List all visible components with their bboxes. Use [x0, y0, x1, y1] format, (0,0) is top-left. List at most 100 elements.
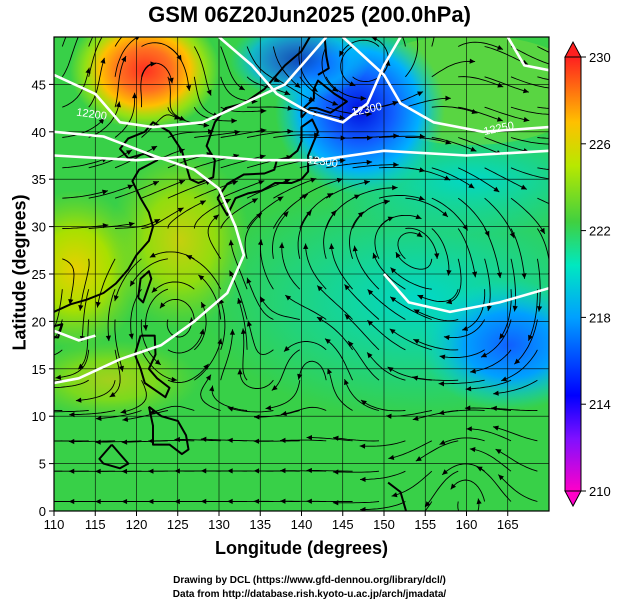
streamline-arrow — [148, 468, 154, 474]
streamline-arrow — [159, 302, 166, 309]
streamline-arrow — [168, 77, 174, 84]
streamline-arrow — [280, 468, 286, 474]
streamline — [299, 178, 343, 199]
streamline — [397, 232, 423, 260]
streamline-arrow — [205, 374, 211, 381]
streamline — [431, 197, 468, 231]
streamline — [285, 294, 327, 320]
streamline-arrow — [391, 492, 398, 498]
y-tick-label: 35 — [32, 172, 46, 187]
streamline — [198, 274, 222, 320]
streamline-arrow — [227, 468, 233, 474]
streamline-arrow — [77, 29, 82, 35]
streamline — [271, 349, 301, 391]
streamline — [352, 164, 399, 169]
streamline-arrow — [113, 295, 119, 302]
streamline-arrow — [450, 483, 457, 490]
streamline-arrow — [443, 334, 450, 341]
streamline — [405, 197, 449, 218]
streamline-arrow — [151, 286, 158, 293]
streamline-arrow — [367, 352, 373, 359]
streamline — [389, 328, 432, 351]
x-axis-ticks: 110 115 120 125 130 135 140 145 150 155 160 165 — [44, 511, 519, 532]
streamline-arrow — [392, 185, 398, 191]
streamline — [484, 258, 491, 312]
streamline — [130, 288, 142, 340]
streamline-arrow — [42, 438, 47, 443]
streamline-arrow — [491, 405, 497, 411]
streamline — [367, 319, 406, 351]
streamline — [122, 410, 168, 421]
streamline-arrow — [550, 86, 556, 91]
streamline — [55, 349, 90, 379]
streamline-arrow — [148, 498, 154, 505]
streamline — [174, 439, 221, 442]
streamline-arrow — [285, 295, 292, 301]
streamline — [413, 309, 459, 322]
streamline — [360, 470, 406, 480]
y-tick-label: 10 — [32, 409, 46, 424]
coastline — [137, 270, 153, 304]
streamline-arrow — [414, 28, 419, 34]
streamline-arrow — [253, 468, 260, 474]
streamline — [254, 410, 300, 418]
streamline-arrow — [240, 328, 247, 334]
y-tick-label: 30 — [32, 220, 46, 235]
streamline-arrow — [512, 305, 518, 312]
credit-data: Data from http://database.rish.kyoto-u.a… — [172, 589, 447, 600]
streamline — [239, 368, 274, 389]
streamline — [167, 363, 209, 383]
streamline-arrow — [178, 179, 185, 185]
streamline-arrow — [361, 400, 367, 406]
streamline — [247, 320, 274, 356]
streamline — [378, 194, 425, 201]
temperature-field — [54, 37, 549, 511]
streamline — [493, 379, 538, 395]
streamline — [145, 288, 169, 331]
streamline-arrow — [46, 332, 52, 337]
contour-line — [54, 130, 246, 385]
streamline — [325, 181, 370, 199]
streamline — [484, 167, 528, 190]
streamline — [283, 341, 327, 352]
streamline-arrow — [413, 339, 420, 344]
x-tick-label: 145 — [332, 517, 354, 532]
streamline — [88, 37, 94, 47]
streamline — [253, 440, 300, 442]
streamline — [306, 469, 353, 472]
streamline-arrow — [95, 301, 101, 308]
streamline-arrow — [283, 346, 290, 352]
streamline — [431, 106, 478, 114]
streamline — [352, 187, 398, 199]
streamline-arrow — [332, 435, 339, 441]
streamline — [484, 197, 515, 239]
streamline-arrow — [260, 108, 267, 114]
streamline — [431, 37, 435, 47]
streamline-arrow — [237, 368, 243, 375]
streamline — [458, 137, 503, 155]
y-tick-label: 25 — [32, 267, 46, 282]
streamline-arrow — [224, 199, 231, 204]
streamline-arrow — [95, 468, 101, 474]
streamline-arrow — [142, 324, 149, 331]
streamline — [537, 46, 549, 53]
streamline — [259, 296, 300, 320]
streamline-arrow — [306, 210, 312, 217]
streamline-arrow — [297, 373, 303, 380]
streamline — [344, 379, 380, 411]
x-tick-label: 125 — [167, 517, 189, 532]
streamline-arrow — [324, 338, 331, 344]
streamline-arrow — [501, 376, 508, 382]
streamline — [491, 407, 538, 412]
streamline-arrow — [317, 285, 323, 292]
streamline-arrow — [366, 111, 372, 117]
streamline-arrow — [348, 340, 354, 347]
streamline — [327, 368, 353, 411]
streamline — [220, 155, 266, 169]
streamline — [484, 106, 530, 122]
streamline-arrow — [121, 55, 126, 62]
streamline — [501, 349, 538, 382]
streamline — [378, 91, 424, 108]
streamline — [114, 37, 123, 47]
